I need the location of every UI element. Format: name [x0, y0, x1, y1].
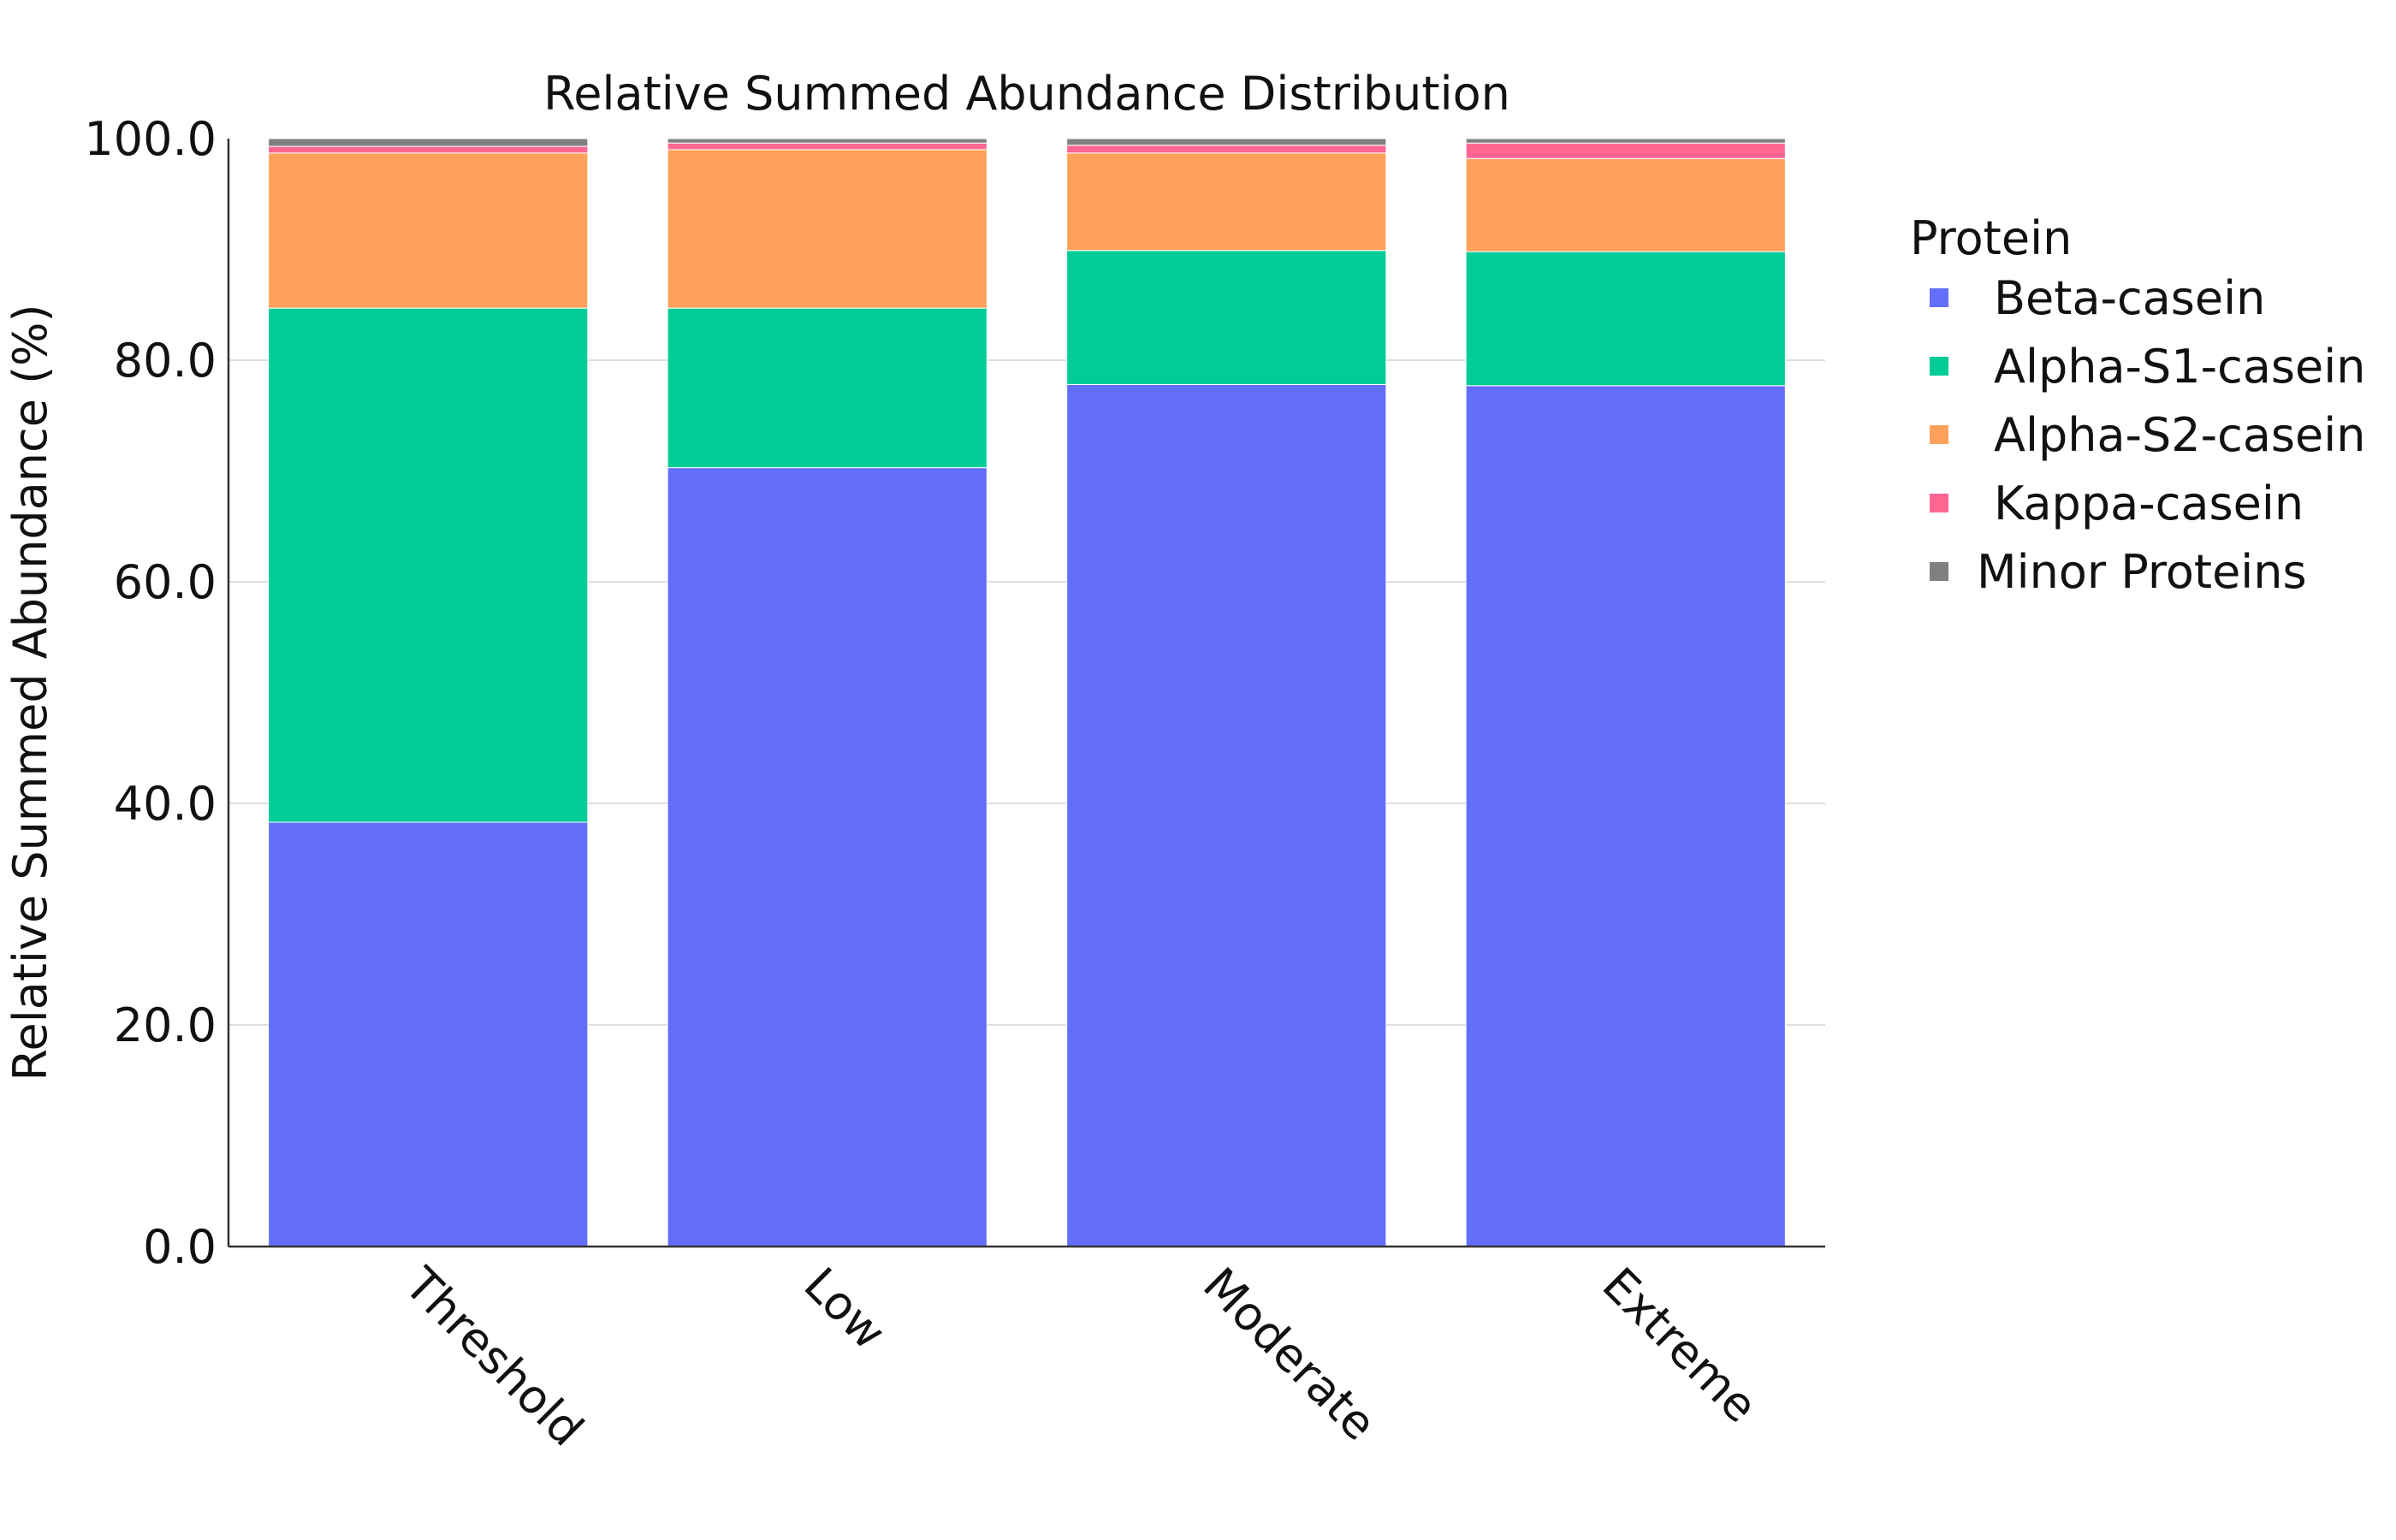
legend-label-alpha-s2-casein: Alpha-S2-casein — [1994, 408, 2366, 462]
x-tick-label: Low — [794, 1258, 897, 1360]
bar-segment-kappa-casein-moderate — [1066, 145, 1387, 154]
bar-segment-beta-casein-threshold — [268, 821, 589, 1247]
legend-label-alpha-s1-casein: Alpha-S1-casein — [1994, 340, 2366, 394]
y-tick-label: 0.0 — [143, 1220, 216, 1274]
legend-swatch-alpha-s1-casein — [1930, 357, 1948, 376]
legend: Protein Beta-casein Alpha-S1-casein Alpha-… — [1910, 211, 2366, 599]
bar-segment-alpha-s2-casein-low — [667, 149, 987, 309]
bars — [268, 138, 1786, 1247]
bar-segment-kappa-casein-extreme — [1465, 142, 1786, 159]
y-axis-title: Relative Summed Abundance (%) — [3, 304, 57, 1081]
bar-segment-minor-proteins-low — [667, 138, 987, 144]
y-tick-label: 40.0 — [114, 777, 216, 831]
y-tick-label: 100.0 — [84, 112, 216, 166]
bar-segment-kappa-casein-low — [667, 142, 987, 151]
legend-swatch-kappa-casein — [1930, 494, 1948, 512]
bar-segment-alpha-s1-casein-threshold — [268, 307, 589, 823]
x-tick-label: Threshold — [394, 1257, 593, 1456]
y-tick-label: 20.0 — [114, 998, 216, 1052]
bar-segment-beta-casein-moderate — [1066, 383, 1387, 1247]
chart-title: Relative Summed Abundance Distribution — [543, 67, 1510, 121]
bar-segment-beta-casein-extreme — [1465, 385, 1786, 1247]
bar-segment-minor-proteins-threshold — [268, 138, 589, 147]
legend-swatch-minor-proteins — [1930, 562, 1948, 581]
y-tick-label: 60.0 — [114, 555, 216, 609]
x-tick-label: Moderate — [1193, 1258, 1386, 1451]
bar-segment-beta-casein-low — [667, 467, 987, 1247]
x-tick-label: Extreme — [1592, 1258, 1768, 1433]
bar-segment-alpha-s2-casein-threshold — [268, 152, 589, 309]
bar-segment-alpha-s1-casein-low — [667, 307, 987, 469]
axes — [227, 139, 1825, 1248]
legend-label-kappa-casein: Kappa-casein — [1994, 477, 2304, 530]
legend-label-beta-casein: Beta-casein — [1994, 271, 2265, 325]
x-tick-labels: Threshold Low Moderate Extreme — [394, 1257, 1767, 1456]
bar-segment-alpha-s2-casein-moderate — [1066, 152, 1387, 252]
bar-segment-alpha-s2-casein-extreme — [1465, 157, 1786, 252]
bar-segment-alpha-s1-casein-moderate — [1066, 250, 1387, 385]
y-tick-labels: 0.0 20.0 40.0 60.0 80.0 100.0 — [84, 112, 216, 1274]
y-tick-label: 80.0 — [114, 334, 216, 388]
legend-title: Protein — [1910, 211, 2072, 265]
bar-segment-kappa-casein-threshold — [268, 145, 589, 154]
legend-swatch-beta-casein — [1930, 288, 1948, 307]
bar-segment-minor-proteins-extreme — [1465, 138, 1786, 144]
legend-swatch-alpha-s2-casein — [1930, 425, 1948, 444]
bar-segment-minor-proteins-moderate — [1066, 138, 1387, 146]
legend-label-minor-proteins: Minor Proteins — [1977, 545, 2307, 599]
bar-segment-alpha-s1-casein-extreme — [1465, 251, 1786, 387]
